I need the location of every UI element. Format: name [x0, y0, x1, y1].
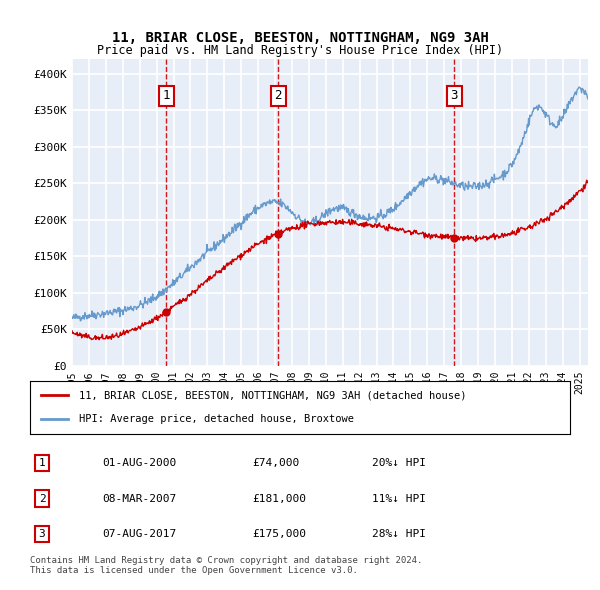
- Text: 2: 2: [274, 89, 282, 102]
- Text: 3: 3: [450, 89, 458, 102]
- Text: 11%↓ HPI: 11%↓ HPI: [372, 494, 426, 503]
- Text: 3: 3: [38, 529, 46, 539]
- Text: 08-MAR-2007: 08-MAR-2007: [102, 494, 176, 503]
- Text: 20%↓ HPI: 20%↓ HPI: [372, 458, 426, 468]
- Text: 28%↓ HPI: 28%↓ HPI: [372, 529, 426, 539]
- Text: 11, BRIAR CLOSE, BEESTON, NOTTINGHAM, NG9 3AH (detached house): 11, BRIAR CLOSE, BEESTON, NOTTINGHAM, NG…: [79, 391, 466, 401]
- Text: Price paid vs. HM Land Registry's House Price Index (HPI): Price paid vs. HM Land Registry's House …: [97, 44, 503, 57]
- Text: 11, BRIAR CLOSE, BEESTON, NOTTINGHAM, NG9 3AH: 11, BRIAR CLOSE, BEESTON, NOTTINGHAM, NG…: [112, 31, 488, 45]
- Text: 1: 1: [163, 89, 170, 102]
- Text: £74,000: £74,000: [252, 458, 299, 468]
- Text: 1: 1: [38, 458, 46, 468]
- Text: 07-AUG-2017: 07-AUG-2017: [102, 529, 176, 539]
- Text: Contains HM Land Registry data © Crown copyright and database right 2024.
This d: Contains HM Land Registry data © Crown c…: [30, 556, 422, 575]
- Text: £181,000: £181,000: [252, 494, 306, 503]
- Text: £175,000: £175,000: [252, 529, 306, 539]
- Text: 01-AUG-2000: 01-AUG-2000: [102, 458, 176, 468]
- Text: HPI: Average price, detached house, Broxtowe: HPI: Average price, detached house, Brox…: [79, 414, 353, 424]
- Text: 2: 2: [38, 494, 46, 503]
